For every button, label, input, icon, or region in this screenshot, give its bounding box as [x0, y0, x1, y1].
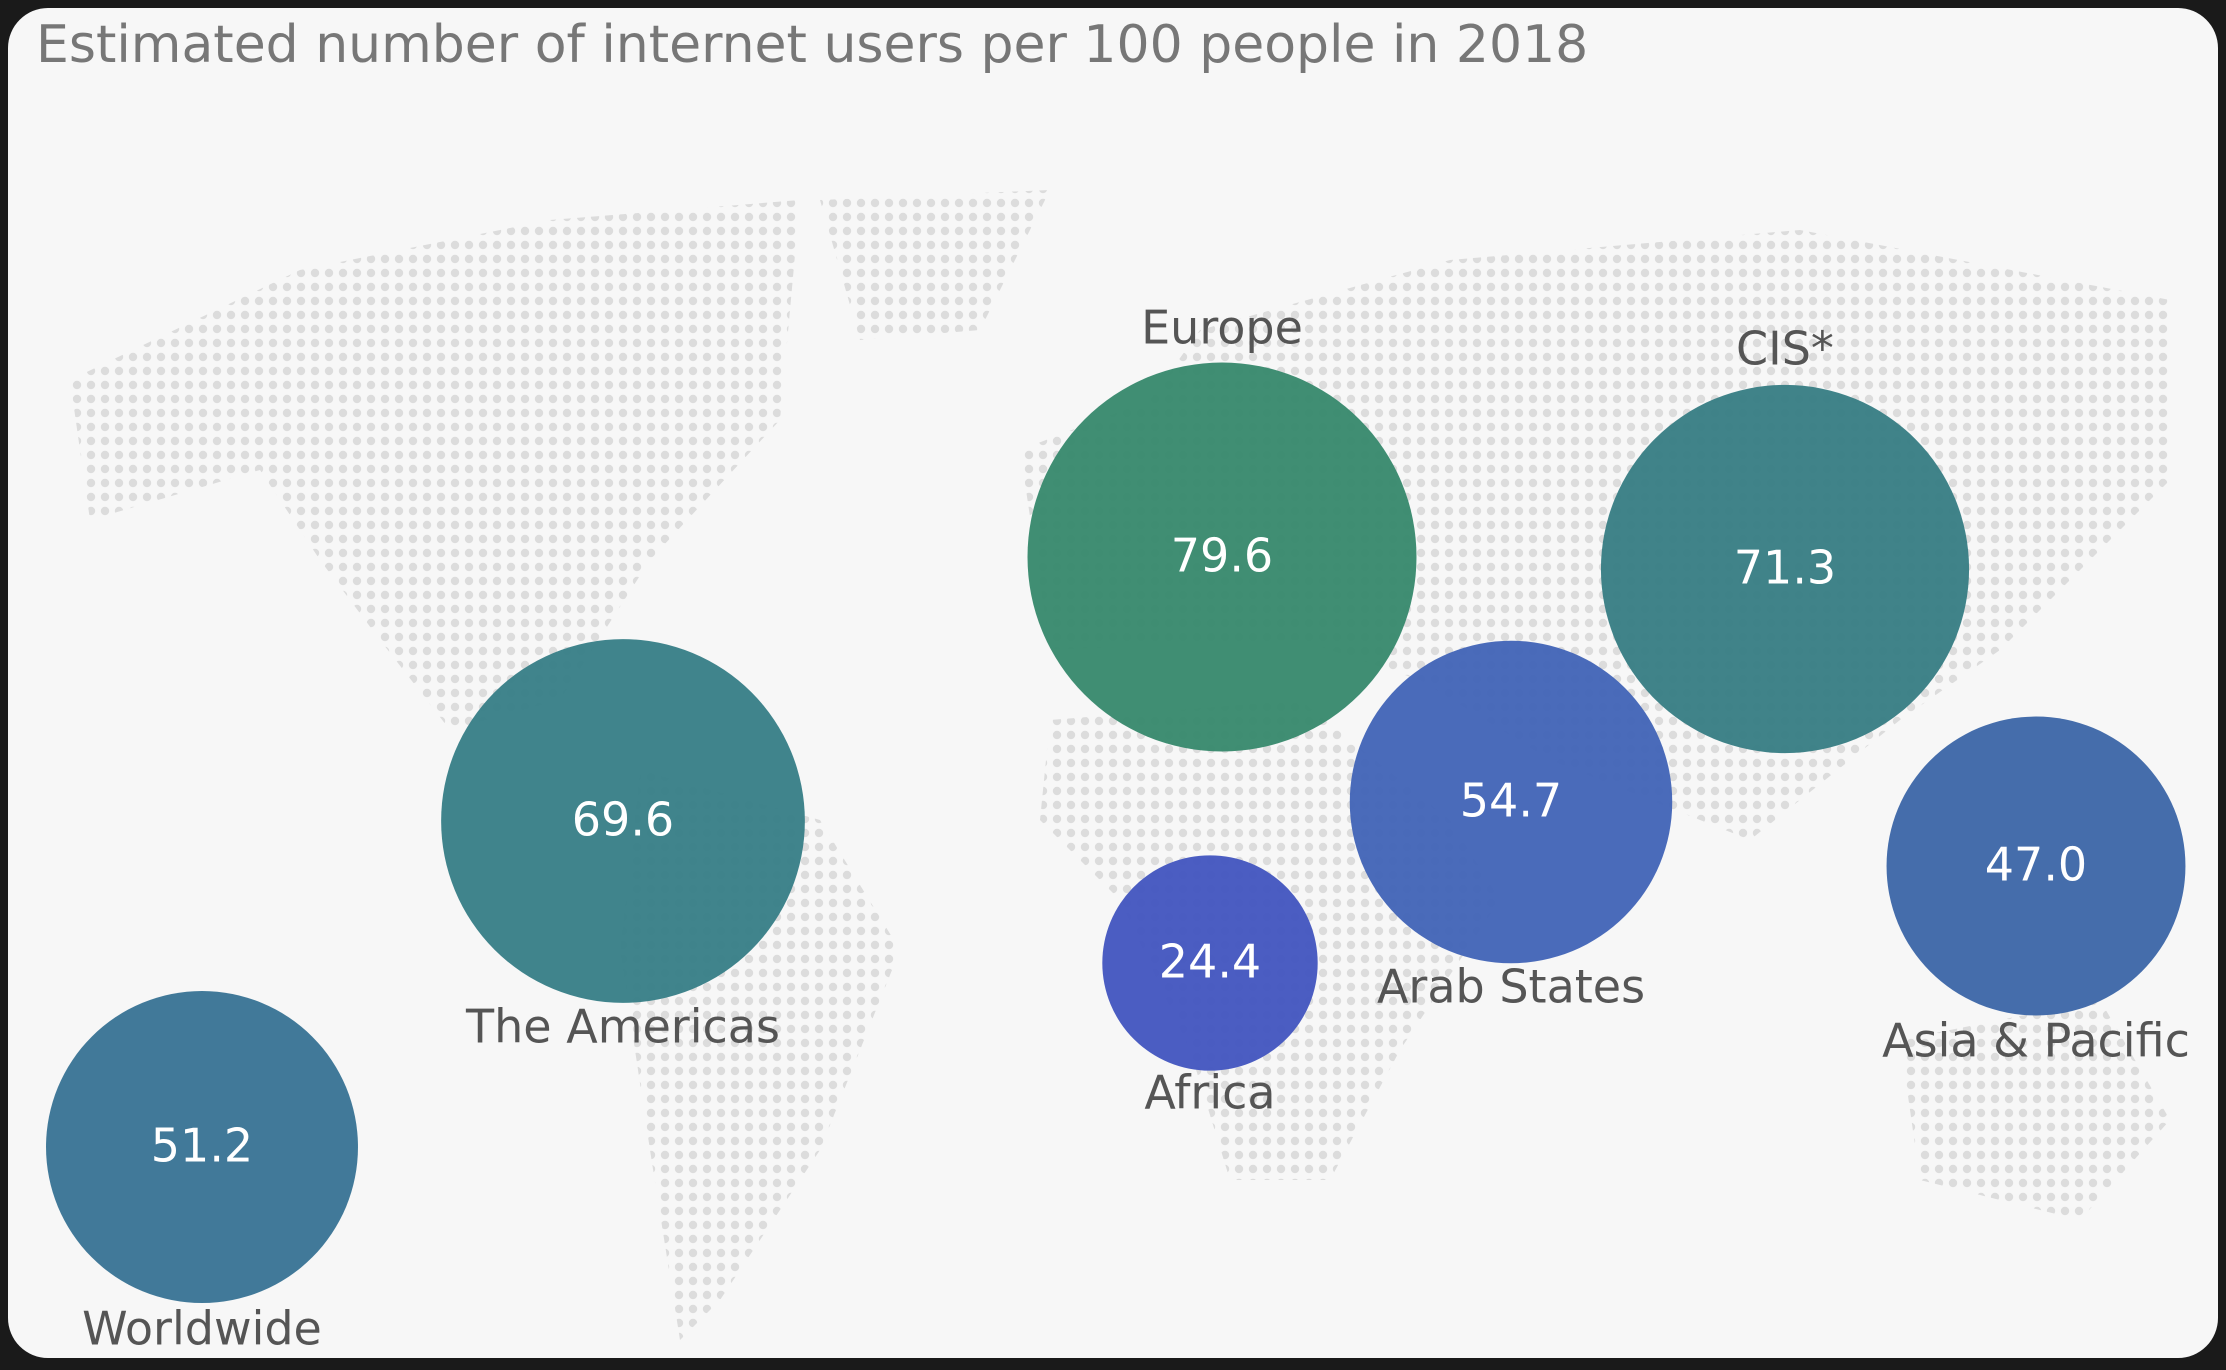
region-label: Worldwide [82, 1302, 322, 1356]
region-label: Europe [1141, 301, 1303, 355]
bubble [1349, 640, 1673, 964]
region-label: Arab States [1377, 960, 1645, 1014]
bubble [1027, 362, 1417, 752]
map-greenland [820, 190, 1050, 340]
value-label: 71.3 [1734, 541, 1836, 595]
value-label: 54.7 [1460, 774, 1562, 828]
region-label: CIS* [1736, 322, 1834, 376]
chart-title: Estimated number of internet users per 1… [36, 15, 1588, 75]
value-label: 69.6 [572, 793, 674, 847]
map-australia [1900, 1000, 2170, 1220]
region-label: Asia & Pacific [1882, 1014, 2190, 1068]
value-label: 24.4 [1159, 935, 1261, 989]
region-label: Africa [1144, 1066, 1275, 1120]
value-label: 47.0 [1985, 838, 2087, 892]
map-north-america [70, 200, 800, 730]
value-label: 51.2 [151, 1119, 253, 1173]
bubble [1600, 384, 1970, 754]
bubble [46, 991, 358, 1303]
bubble [1886, 716, 2186, 1016]
value-label: 79.6 [1171, 529, 1273, 583]
bubble [1102, 855, 1318, 1071]
region-label: The Americas [465, 1000, 780, 1054]
bubble [441, 639, 805, 1003]
